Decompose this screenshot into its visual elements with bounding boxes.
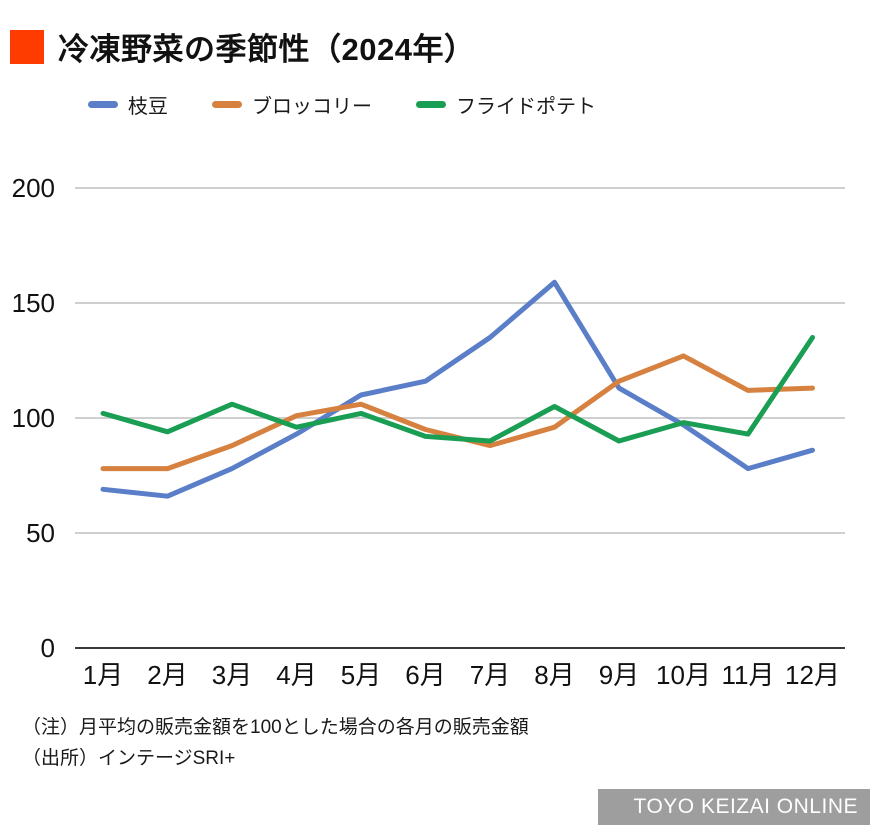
legend-marker-edamame-icon bbox=[88, 101, 118, 108]
brand-text: TOYO KEIZAI ONLINE bbox=[633, 795, 858, 818]
x-tick-label: 6月 bbox=[405, 660, 445, 690]
legend-item-fried-potato: フライドポテト bbox=[416, 90, 596, 119]
x-tick-label: 7月 bbox=[470, 660, 510, 690]
x-tick-label: 10月 bbox=[656, 660, 711, 690]
x-tick-label: 5月 bbox=[341, 660, 381, 690]
x-tick-label: 4月 bbox=[276, 660, 316, 690]
series-line-フライドポテト bbox=[100, 335, 815, 444]
note-line-1: （注）月平均の販売金額を100とした場合の各月の販売金額 bbox=[22, 717, 529, 738]
x-tick-label: 3月 bbox=[212, 660, 252, 690]
chart-legend: 枝豆 ブロッコリー フライドポテト bbox=[88, 90, 596, 119]
chart-notes: （注）月平均の販売金額を100とした場合の各月の販売金額 （出所）インテージSR… bbox=[22, 712, 529, 774]
x-tick-label: 8月 bbox=[534, 660, 574, 690]
legend-label-broccoli: ブロッコリー bbox=[252, 96, 372, 118]
brand-bar: TOYO KEIZAI ONLINE bbox=[598, 789, 870, 825]
legend-item-edamame: 枝豆 bbox=[88, 90, 168, 119]
legend-label-edamame: 枝豆 bbox=[128, 96, 168, 118]
y-tick-label: 100 bbox=[12, 403, 55, 433]
y-tick-label: 0 bbox=[41, 633, 55, 663]
note-line-2: （出所）インテージSRI+ bbox=[22, 748, 236, 769]
x-tick-label: 12月 bbox=[785, 660, 840, 690]
legend-item-broccoli: ブロッコリー bbox=[212, 90, 372, 119]
page-title: 冷凍野菜の季節性（2024年） bbox=[58, 32, 476, 67]
line-chart: 0 50 100 150 200 1月 2月 3月 4月 5月 6月 7月 8月 9月 10月 11月 12月 bbox=[12, 173, 845, 690]
legend-marker-fried-potato-icon bbox=[416, 101, 446, 108]
series-line-枝豆 bbox=[100, 279, 815, 499]
header: 冷凍野菜の季節性（2024年） bbox=[10, 24, 475, 69]
x-tick-label: 9月 bbox=[599, 660, 639, 690]
legend-label-fried-potato: フライドポテト bbox=[456, 96, 596, 118]
legend-marker-broccoli-icon bbox=[212, 101, 242, 108]
y-tick-label: 200 bbox=[12, 173, 55, 203]
y-tick-label: 50 bbox=[26, 518, 55, 548]
title-accent-square bbox=[10, 29, 44, 64]
y-tick-label: 150 bbox=[12, 288, 55, 318]
x-tick-label: 2月 bbox=[147, 660, 187, 690]
x-tick-label: 1月 bbox=[83, 660, 123, 690]
x-tick-label: 11月 bbox=[722, 660, 775, 690]
